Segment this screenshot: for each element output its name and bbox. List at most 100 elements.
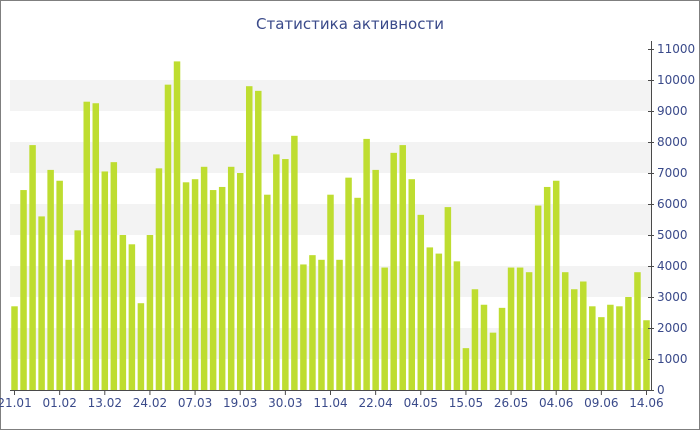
y-tick-label: 4000 [657, 259, 688, 273]
bar [408, 179, 416, 390]
bar [561, 272, 569, 390]
bar [543, 186, 551, 390]
x-tick-label: 04.05 [404, 396, 438, 410]
bar [83, 101, 90, 390]
bar [435, 253, 443, 390]
bar [300, 264, 307, 390]
y-tick-label: 9000 [657, 104, 688, 118]
grid-band [10, 80, 651, 111]
x-axis-tick-labels: 21.01 01.02 13.02 24.02 07.03 19.03 30.03 11.04… [0, 390, 664, 410]
x-tick-label: 01.02 [42, 396, 76, 410]
bar [38, 216, 45, 390]
bar [227, 166, 235, 390]
bar [11, 306, 18, 390]
y-tick-label: 8000 [657, 135, 688, 149]
bar [236, 173, 244, 390]
y-tick-label: 7000 [657, 166, 688, 180]
bar [552, 180, 560, 390]
bar [471, 289, 479, 390]
bar [29, 145, 36, 390]
x-tick-label: 07.03 [178, 396, 212, 410]
bar [327, 194, 334, 390]
bar [146, 235, 154, 390]
y-tick-label: 1000 [657, 352, 688, 366]
bar [489, 332, 497, 390]
bar [65, 259, 72, 390]
bar [363, 138, 370, 390]
bar [110, 162, 118, 390]
bar [155, 168, 163, 390]
bar [74, 230, 81, 390]
y-tick-label: 0 [657, 383, 665, 397]
bar [218, 186, 226, 390]
grid-band [10, 142, 651, 173]
bar [173, 61, 181, 391]
bar [444, 207, 452, 390]
bar [498, 307, 506, 390]
bar [137, 303, 145, 390]
bar [598, 317, 605, 390]
bar [318, 259, 325, 390]
bar [580, 281, 587, 390]
bar [516, 267, 524, 390]
bar [607, 304, 614, 390]
x-tick-label: 09.06 [584, 396, 618, 410]
y-tick-label: 10000 [657, 73, 695, 87]
y-tick-label: 5000 [657, 228, 688, 242]
y-tick-label: 11000 [657, 42, 695, 56]
bar [336, 259, 343, 390]
bar [571, 289, 578, 390]
bar [282, 159, 289, 390]
bar [119, 235, 127, 390]
bar [381, 267, 388, 390]
bar [200, 166, 208, 390]
bar [101, 171, 109, 390]
bar [47, 169, 54, 390]
bar [182, 182, 190, 390]
bar [345, 177, 352, 390]
bar [255, 90, 262, 390]
bar [507, 267, 515, 390]
bar [625, 297, 632, 390]
bar [634, 272, 641, 390]
bar [309, 255, 316, 390]
bar [164, 84, 172, 391]
bar [589, 306, 596, 390]
bar [616, 306, 623, 390]
bar [390, 152, 397, 390]
y-tick-label: 2000 [657, 321, 688, 335]
bar [453, 261, 461, 390]
bar-series [11, 61, 650, 391]
bar [56, 180, 63, 390]
bar [273, 154, 280, 390]
bar [191, 179, 199, 390]
bar [399, 145, 406, 390]
bar [209, 190, 217, 390]
bar [291, 135, 298, 390]
x-tick-label: 14.06 [629, 396, 663, 410]
x-tick-label: 22.04 [358, 396, 392, 410]
bar [128, 244, 136, 390]
x-tick-label: 15.05 [449, 396, 483, 410]
bar [534, 205, 542, 390]
bar [480, 304, 488, 390]
x-tick-label: 11.04 [313, 396, 347, 410]
bar [20, 190, 27, 390]
bar [643, 320, 650, 390]
bar [525, 272, 533, 390]
x-tick-label: 04.06 [539, 396, 573, 410]
bar [462, 348, 470, 390]
bar [92, 103, 100, 390]
bar [354, 197, 361, 390]
bar [417, 214, 425, 390]
bar [426, 247, 434, 390]
y-axis-tick-labels: 0 1000 2000 3000 4000 5000 6000 7000 8000 9000 100… [648, 42, 695, 397]
chart-title: Статистика активности [256, 15, 444, 33]
x-tick-label: 19.03 [223, 396, 257, 410]
x-tick-label: 21.01 [0, 396, 32, 410]
x-tick-label: 30.03 [268, 396, 302, 410]
y-tick-label: 6000 [657, 197, 688, 211]
bar [372, 169, 379, 390]
x-tick-label: 24.02 [133, 396, 167, 410]
